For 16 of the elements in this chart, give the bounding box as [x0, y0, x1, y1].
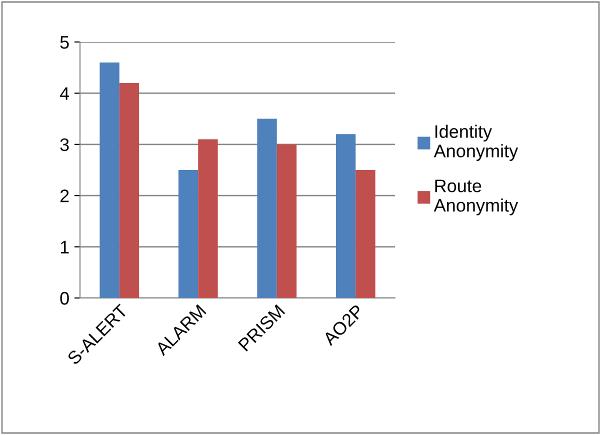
y-tick-label: 4: [60, 87, 70, 100]
bar: [356, 170, 376, 298]
y-tick-label: 0: [60, 292, 69, 305]
y-tick-label: 5: [60, 36, 69, 49]
bar: [100, 62, 120, 298]
bar: [198, 139, 218, 298]
y-tick-label: 3: [60, 138, 69, 152]
legend-label: Route Anonymity: [434, 180, 518, 216]
bar: [276, 144, 297, 298]
y-tick-label: 1: [60, 240, 69, 254]
bar: [178, 170, 198, 298]
bar: [257, 118, 277, 298]
y-tick-label: 2: [60, 190, 69, 202]
bar: [336, 134, 356, 298]
bar: [119, 82, 140, 298]
legend-label: Identity Anonymity: [434, 124, 518, 161]
